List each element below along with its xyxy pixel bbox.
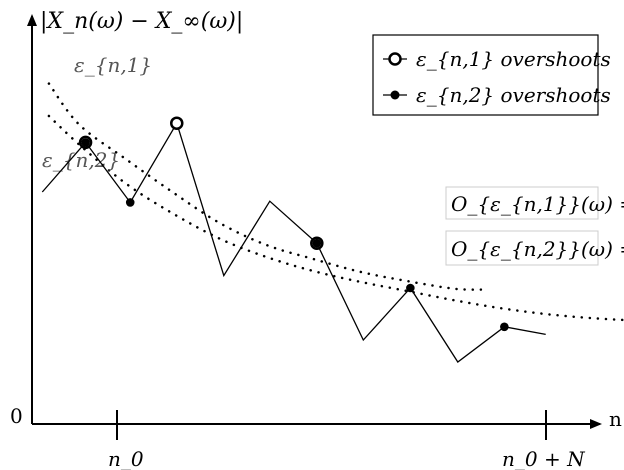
epsilon-n1-threshold-curve [47, 82, 489, 291]
overshoot-eps2-point-6 [312, 238, 322, 248]
legend-box [372, 34, 599, 116]
epsilon-n2-threshold-curve [47, 114, 624, 322]
legend: ε_{n,1} overshoots ε_{n,2} overshoots [372, 34, 611, 116]
overshoot-eps2-point-1 [81, 138, 90, 147]
epsilon-n1-curve-label: ε_{n,1} [74, 53, 152, 77]
threshold-curves [47, 82, 624, 322]
overshoot-eps2-point-2 [125, 198, 135, 207]
x-tick-label-n0: n_0 [108, 447, 144, 470]
series-line [41, 121, 546, 363]
overshoot-eps2-point-8 [406, 283, 415, 293]
overshoot-eps1-point-3 [170, 116, 184, 130]
epsilon-n2-curve-label: ε_{n,2} [42, 148, 120, 172]
overshoot-eps2-point-10 [500, 322, 509, 332]
y-axis-label: |X_n(ω) − X_∞(ω)| [40, 9, 243, 34]
y-origin-label: 0 [10, 404, 23, 428]
legend-eps1-label: ε_{n,1} overshoots [416, 47, 611, 71]
annotation-eps1-count: O_{ε_{n,1}}(ω) = 3 [451, 192, 624, 216]
annotation-eps1-box [445, 186, 599, 220]
overshoot-markers [78, 116, 509, 332]
x-tick-label-n0-plus-n: n_0 + N [502, 447, 586, 470]
overshoot-count-annotations: O_{ε_{n,1}}(ω) = 3 O_{ε_{n,2}}(ω) = 6 [445, 186, 624, 266]
legend-eps1-open-circle-icon [388, 52, 402, 66]
legend-eps2-label: ε_{n,2} overshoots [416, 83, 611, 107]
legend-eps2-filled-dot-icon [390, 90, 400, 100]
x-axis-label: n [609, 407, 622, 431]
annotation-eps2-box [445, 230, 599, 266]
annotation-eps2-count: O_{ε_{n,2}}(ω) = 6 [451, 237, 624, 261]
